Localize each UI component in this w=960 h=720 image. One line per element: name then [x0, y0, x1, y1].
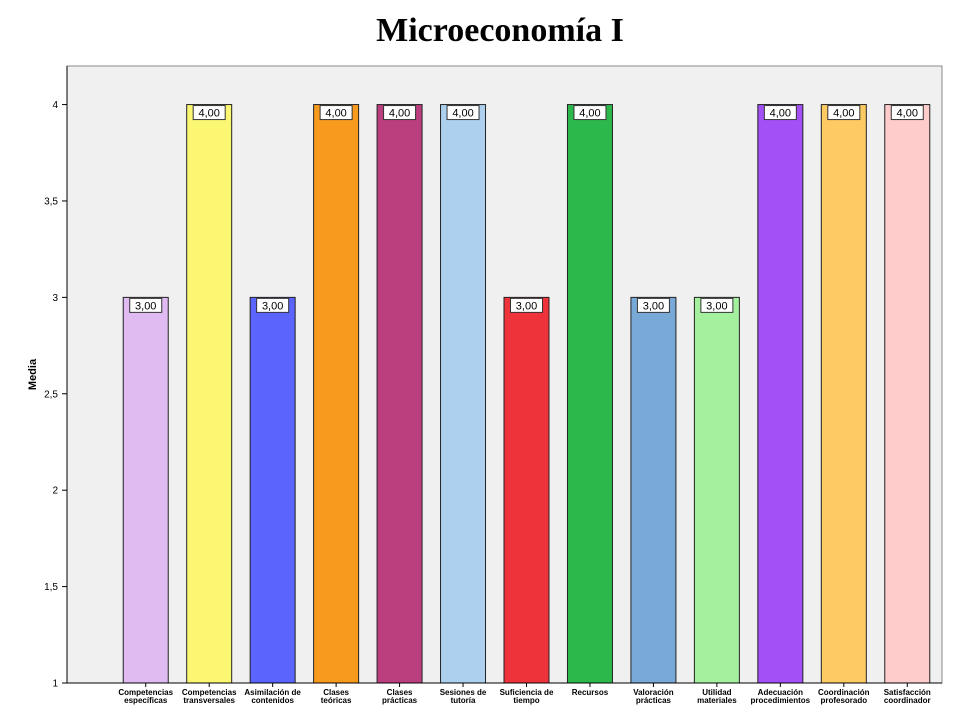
x-tick-label: Satisfacción [884, 688, 931, 697]
bar [630, 296, 677, 684]
data-label: 4,00 [579, 108, 600, 120]
data-label: 3,00 [516, 300, 537, 312]
x-tick-label: Suficiencia de [500, 688, 554, 697]
y-tick-label: 4 [52, 100, 58, 111]
y-tick-label: 2,5 [44, 389, 58, 400]
y-tick-label: 3,5 [44, 196, 58, 207]
x-tick-label: tiempo [513, 696, 539, 705]
y-tick-label: 2 [52, 486, 58, 497]
data-label-box [383, 105, 417, 121]
x-tick-label: materiales [697, 696, 737, 705]
x-tick-label: prácticas [382, 696, 418, 705]
bar [693, 296, 740, 684]
x-tick-label: procedimientos [751, 696, 811, 705]
chart-title: Microeconomía I [376, 12, 624, 49]
bar [884, 104, 931, 684]
data-label: 4,00 [325, 108, 346, 120]
x-tick-label: coordinador [884, 696, 931, 705]
data-label-box [510, 297, 543, 313]
data-label: 3,00 [135, 300, 156, 312]
data-label: 4,00 [198, 108, 219, 120]
data-label-box [446, 105, 480, 121]
x-tick-label: profesorado [820, 696, 867, 705]
x-tick-label: Valoración [633, 688, 674, 697]
data-label-box [700, 297, 734, 313]
data-label: 4,00 [833, 108, 854, 120]
bar [376, 104, 423, 684]
bar [566, 104, 613, 684]
y-tick-label: 3 [52, 293, 58, 304]
data-label-box [256, 297, 290, 313]
data-label: 4,00 [770, 108, 791, 120]
bar [313, 104, 360, 684]
x-tick-label: teóricas [321, 696, 352, 705]
x-tick-label: Adecuación [758, 688, 803, 697]
data-label-box [827, 105, 861, 121]
data-label: 4,00 [897, 108, 918, 120]
bar [249, 296, 296, 684]
x-tick-label: específicas [124, 696, 168, 705]
y-axis: 1 1,5 2 2,5 3 3,5 4 [44, 66, 68, 690]
bar [503, 296, 550, 684]
x-tick-label: Asimilación de [244, 688, 301, 697]
x-tick-label: tutoría [451, 696, 476, 705]
x-tick-label: Coordinación [818, 688, 870, 697]
bar [122, 296, 169, 684]
data-label-box [192, 105, 226, 121]
data-label: 4,00 [452, 108, 473, 120]
data-label-box [763, 105, 797, 121]
y-tick-label: 1,5 [44, 582, 58, 593]
data-label-box [890, 105, 924, 121]
bars: 3,00 4,00 3,00 4,00 4,00 4,00 3,00 4,00 3,00 3,00… [122, 104, 931, 684]
x-tick-label: Competencias [118, 688, 173, 697]
data-label-box [636, 297, 670, 313]
data-label: 3,00 [706, 300, 727, 312]
data-label: 4,00 [389, 108, 410, 120]
x-axis: CompetenciasespecíficasCompetenciastrans… [67, 682, 942, 705]
y-axis-label: Media [27, 358, 39, 390]
x-tick-label: Sesiones de [440, 688, 487, 697]
x-tick-label: Recursos [572, 688, 609, 697]
data-label: 3,00 [643, 300, 664, 312]
y-tick-label: 1 [52, 679, 58, 690]
bar [440, 104, 487, 684]
bar [186, 104, 233, 684]
x-tick-label: Competencias [182, 688, 237, 697]
bar [757, 104, 804, 684]
data-label-box [319, 105, 353, 121]
x-tick-label: contenidos [251, 696, 294, 705]
bar [820, 104, 867, 684]
x-tick-label: Utilidad [702, 688, 731, 697]
data-label-box [129, 297, 163, 313]
data-label-box [573, 105, 607, 121]
x-tick-label: Clases [323, 688, 349, 697]
x-tick-label: transversales [183, 696, 235, 705]
data-label: 3,00 [262, 300, 283, 312]
x-tick-label: Clases [387, 688, 413, 697]
x-tick-label: prácticas [636, 696, 672, 705]
